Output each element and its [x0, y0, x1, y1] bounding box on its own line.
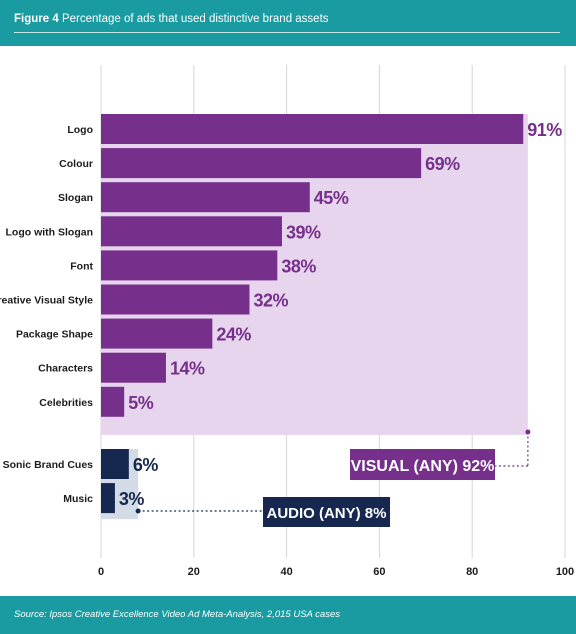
- bar-chart: Logo 91% Colour 69% Slogan 45% Logo with Sloga…: [0, 65, 574, 578]
- visual-bar: [101, 284, 250, 315]
- data-label: 3%: [119, 489, 145, 509]
- data-label: 32%: [253, 291, 288, 311]
- audio-bar: [101, 483, 115, 514]
- data-label: 38%: [281, 256, 316, 276]
- visual-bar: [101, 114, 524, 144]
- category-label: Slogan: [58, 192, 93, 204]
- data-label: 24%: [216, 325, 251, 345]
- x-tick-label: 100: [556, 566, 574, 578]
- data-label: 39%: [286, 222, 321, 242]
- visual-callout-box: [350, 449, 495, 480]
- figure-label: Figure 4: [14, 13, 59, 25]
- audio-callout-box: [263, 497, 390, 527]
- category-label: Logo with Slogan: [6, 226, 94, 238]
- category-label: Creative Visual Style: [0, 295, 93, 307]
- visual-bar: [101, 182, 310, 213]
- category-label: Package Shape: [16, 329, 93, 341]
- audio-bar: [101, 449, 129, 479]
- category-label: Logo: [67, 124, 93, 136]
- visual-bar: [101, 148, 422, 179]
- category-label: Characters: [38, 363, 93, 375]
- data-label: 69%: [425, 154, 460, 174]
- visual-callout-label: VISUAL (ANY) 92%: [351, 458, 495, 475]
- data-label: 14%: [170, 359, 205, 379]
- figure-footer: Source: Ipsos Creative Excellence Video …: [0, 596, 576, 634]
- visual-bar: [101, 352, 166, 383]
- visual-bar: [101, 216, 282, 247]
- data-label: 6%: [133, 455, 159, 475]
- category-label: Sonic Brand Cues: [3, 459, 94, 471]
- category-label: Colour: [59, 158, 93, 170]
- x-tick-label: 40: [280, 566, 292, 578]
- category-label: Celebrities: [39, 397, 93, 409]
- audio-callout-label: AUDIO (ANY) 8%: [266, 505, 386, 522]
- figure-title: Figure 4 Percentage of ads that used dis…: [14, 13, 329, 25]
- x-tick-label: 20: [188, 566, 200, 578]
- visual-bar: [101, 250, 278, 281]
- data-label: 45%: [314, 188, 349, 208]
- data-label: 5%: [128, 393, 154, 413]
- visual-bar: [101, 386, 125, 417]
- data-label: 91%: [527, 120, 562, 140]
- figure-header: Figure 4 Percentage of ads that used dis…: [0, 0, 576, 46]
- x-tick-label: 80: [466, 566, 478, 578]
- x-tick-label: 0: [98, 566, 104, 578]
- header-divider: [14, 32, 560, 33]
- category-label: Music: [63, 493, 93, 505]
- category-label: Font: [70, 260, 93, 272]
- x-tick-label: 60: [373, 566, 385, 578]
- figure-title-text: Percentage of ads that used distinctive …: [61, 13, 329, 25]
- source-note: Source: Ipsos Creative Excellence Video …: [14, 609, 340, 620]
- visual-bar: [101, 318, 213, 349]
